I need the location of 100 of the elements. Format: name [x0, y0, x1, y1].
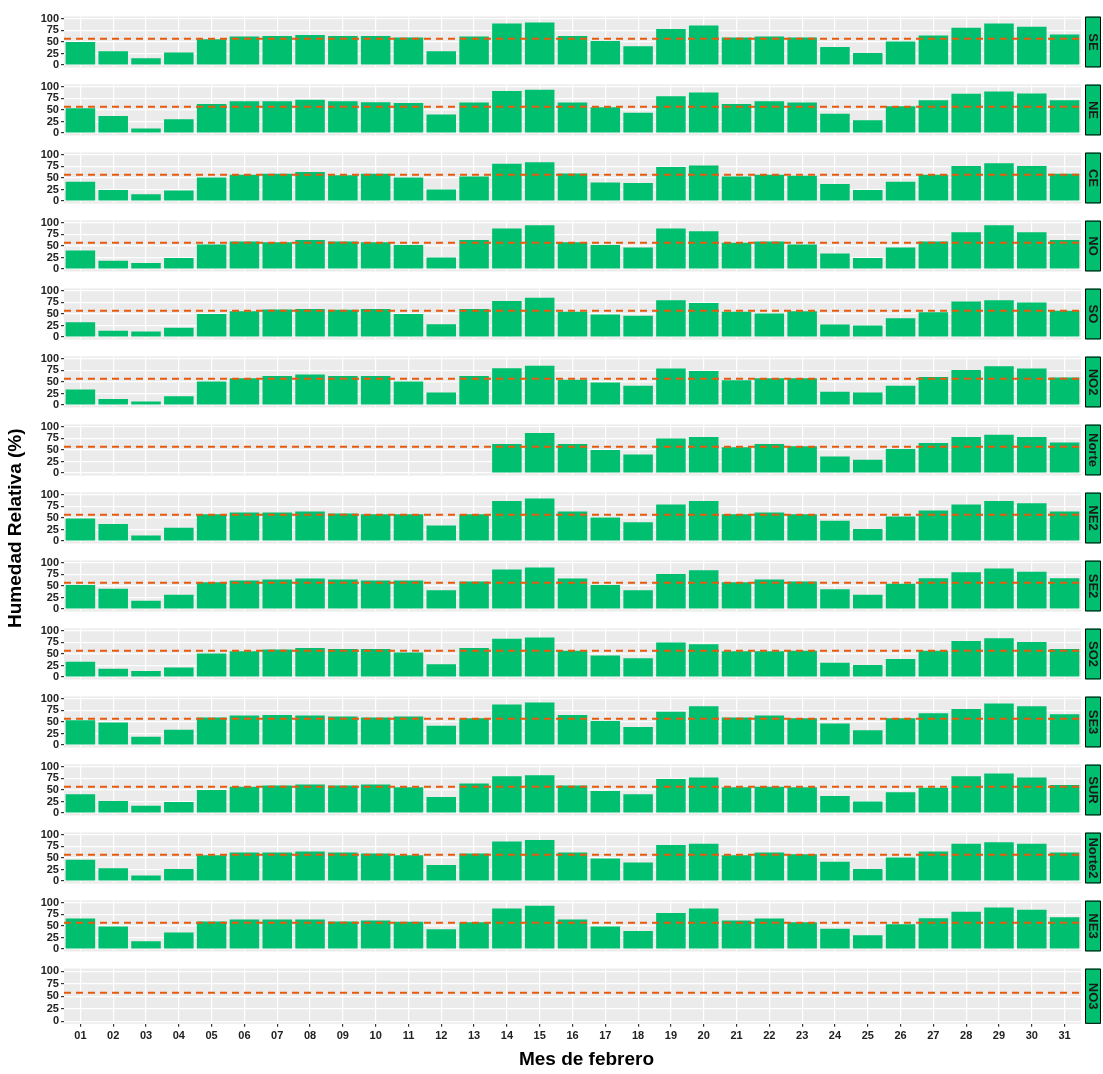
- bar: [393, 921, 424, 949]
- y-tick-label: 0: [52, 330, 59, 343]
- bar: [754, 715, 785, 745]
- bar: [820, 520, 850, 541]
- bar: [885, 718, 916, 745]
- y-tick-label: 0: [52, 398, 59, 411]
- bar: [1017, 93, 1047, 133]
- bar: [754, 101, 785, 133]
- bar: [393, 514, 424, 541]
- bar: [885, 792, 916, 813]
- bar: [164, 594, 194, 609]
- bar: [656, 913, 686, 949]
- bar: [196, 653, 227, 677]
- bar: [1017, 165, 1047, 201]
- bar: [557, 919, 588, 949]
- x-tick-label: 03: [139, 1029, 153, 1042]
- bar: [1017, 571, 1047, 609]
- bar: [951, 165, 981, 201]
- bar: [524, 365, 555, 405]
- text: Norte2: [1086, 837, 1102, 879]
- y-tick-label: 75: [46, 907, 59, 920]
- bar: [196, 514, 227, 541]
- bar: [426, 51, 457, 65]
- bar: [688, 706, 719, 745]
- bar: [623, 46, 653, 65]
- bar: [1049, 784, 1080, 813]
- bar: [951, 301, 981, 337]
- bar: [229, 715, 260, 745]
- bar: [229, 378, 260, 405]
- bar: [98, 524, 128, 541]
- y-tick-label: 100: [40, 964, 59, 977]
- bar: [918, 241, 949, 269]
- x-tick-label: 12: [435, 1029, 448, 1042]
- bar: [426, 864, 457, 881]
- bar: [754, 786, 785, 813]
- bar: [984, 163, 1014, 201]
- text: NE: [1086, 100, 1102, 120]
- bar: [229, 512, 260, 541]
- y-tick-label: 0: [52, 58, 59, 71]
- y-tick-label: 25: [46, 46, 59, 59]
- bar: [984, 842, 1014, 881]
- bar: [918, 35, 949, 65]
- bar: [459, 718, 489, 745]
- bar: [65, 250, 96, 269]
- x-tick-label: 04: [172, 1029, 186, 1042]
- bar: [951, 93, 981, 133]
- x-tick-label: 19: [664, 1029, 678, 1042]
- bar: [459, 581, 489, 609]
- bar: [918, 787, 949, 813]
- bar: [984, 300, 1014, 337]
- bar: [295, 35, 325, 65]
- bar: [196, 921, 227, 949]
- x-tick-label: 11: [402, 1029, 415, 1042]
- bar: [98, 260, 128, 269]
- bar: [820, 662, 850, 677]
- bar: [1017, 706, 1047, 745]
- bar: [426, 590, 457, 609]
- bar: [1049, 442, 1080, 473]
- bar: [557, 242, 588, 269]
- bar: [131, 941, 161, 949]
- y-tick-label: 50: [46, 783, 59, 796]
- y-tick-label: 50: [46, 715, 59, 728]
- x-tick-label: 15: [533, 1029, 546, 1042]
- bar: [459, 783, 489, 813]
- bar: [885, 181, 916, 201]
- bar: [164, 190, 194, 201]
- text: CE: [1086, 168, 1102, 188]
- bar: [787, 311, 817, 337]
- bar: [98, 722, 128, 745]
- y-tick-label: 50: [46, 511, 59, 524]
- bar: [393, 314, 424, 337]
- bar: [984, 434, 1014, 473]
- bar: [1049, 34, 1080, 65]
- bar: [524, 225, 555, 269]
- bar: [262, 309, 293, 337]
- bar: [360, 648, 391, 677]
- bar: [1049, 917, 1080, 949]
- y-tick-label: 75: [46, 159, 59, 172]
- text: SO2: [1086, 640, 1102, 668]
- bar: [557, 715, 588, 745]
- bar: [688, 644, 719, 677]
- bar: [623, 931, 653, 949]
- bar: [688, 25, 719, 65]
- bar: [623, 522, 653, 541]
- bar: [393, 855, 424, 881]
- bar: [328, 716, 358, 745]
- bar: [918, 376, 949, 405]
- y-tick-label: 50: [46, 579, 59, 592]
- bar: [688, 500, 719, 541]
- bar: [590, 314, 621, 337]
- bar: [360, 36, 391, 65]
- bar: [328, 376, 358, 405]
- bar: [853, 120, 883, 133]
- bar: [524, 22, 555, 65]
- bar: [65, 859, 96, 881]
- bar: [524, 775, 555, 813]
- bar: [918, 312, 949, 337]
- x-tick-label: 16: [566, 1029, 579, 1042]
- bar: [524, 498, 555, 541]
- y-tick-label: 25: [46, 386, 59, 399]
